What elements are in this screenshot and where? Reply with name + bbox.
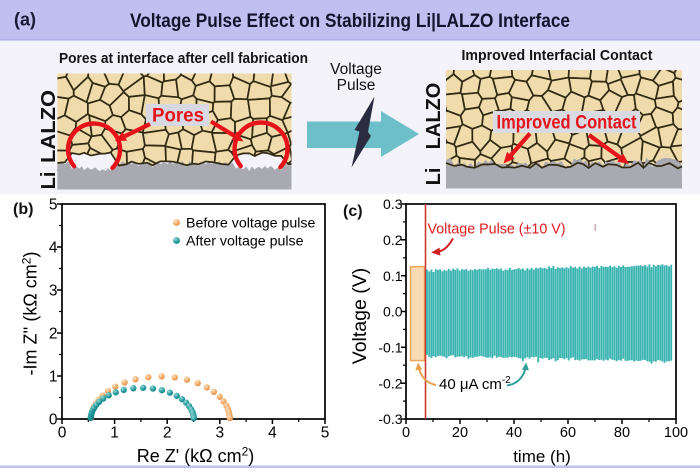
svg-text:-0.1: -0.1 <box>378 340 402 356</box>
svg-text:Voltage (V): Voltage (V) <box>349 268 371 364</box>
svg-text:2: 2 <box>49 326 58 343</box>
svg-text:0: 0 <box>402 425 410 441</box>
svg-text:LALZO: LALZO <box>423 83 445 150</box>
svg-text:3: 3 <box>49 283 58 300</box>
svg-text:Pulse: Pulse <box>337 77 376 94</box>
svg-text:5: 5 <box>321 425 330 442</box>
svg-text:Pores at interface after cell: Pores at interface after cell fabricatio… <box>59 50 308 67</box>
svg-text:After voltage pulse: After voltage pulse <box>186 234 304 250</box>
svg-text:40 μA cm-2: 40 μA cm-2 <box>439 375 511 393</box>
svg-text:0.1: 0.1 <box>383 268 403 284</box>
svg-text:5: 5 <box>49 197 58 214</box>
svg-text:Improved Interfacial Contact: Improved Interfacial Contact <box>462 47 653 64</box>
svg-text:Li: Li <box>423 168 445 186</box>
svg-text:0.2: 0.2 <box>383 232 403 248</box>
svg-text:LALZO: LALZO <box>38 90 60 163</box>
svg-text:0: 0 <box>58 425 67 442</box>
svg-text:40: 40 <box>506 425 522 441</box>
svg-text:4: 4 <box>268 425 277 442</box>
svg-text:Voltage: Voltage <box>330 61 382 78</box>
svg-text:1: 1 <box>49 369 58 386</box>
svg-text:Voltage Pulse (±10 V): Voltage Pulse (±10 V) <box>428 221 566 238</box>
svg-text:Li: Li <box>38 172 60 190</box>
svg-text:0.3: 0.3 <box>383 196 403 212</box>
svg-text:(c): (c) <box>343 203 363 220</box>
svg-text:60: 60 <box>560 425 576 441</box>
svg-text:20: 20 <box>452 425 468 441</box>
svg-text:0: 0 <box>49 412 58 429</box>
svg-text:-Im Z'' (kΩ cm2): -Im Z'' (kΩ cm2) <box>20 252 41 376</box>
svg-text:Re Z' (kΩ cm2): Re Z' (kΩ cm2) <box>137 445 255 467</box>
svg-text:3: 3 <box>215 425 224 442</box>
svg-text:80: 80 <box>614 425 630 441</box>
svg-text:4: 4 <box>49 240 58 257</box>
svg-text:0.0: 0.0 <box>383 304 403 320</box>
svg-text:2: 2 <box>163 425 172 442</box>
svg-text:100: 100 <box>664 425 688 441</box>
svg-text:-0.2: -0.2 <box>378 375 402 391</box>
svg-text:Voltage Pulse Effect on Stabil: Voltage Pulse Effect on Stabilizing Li|L… <box>130 11 570 32</box>
svg-text:Improved Contact: Improved Contact <box>497 113 638 134</box>
svg-text:-0.3: -0.3 <box>378 411 402 427</box>
svg-text:Pores: Pores <box>152 106 204 127</box>
svg-text:time (h): time (h) <box>513 447 571 466</box>
svg-text:(a): (a) <box>14 10 36 30</box>
svg-text:(b): (b) <box>13 201 33 218</box>
svg-text:1: 1 <box>110 425 119 442</box>
svg-text:Before voltage pulse: Before voltage pulse <box>186 216 315 232</box>
